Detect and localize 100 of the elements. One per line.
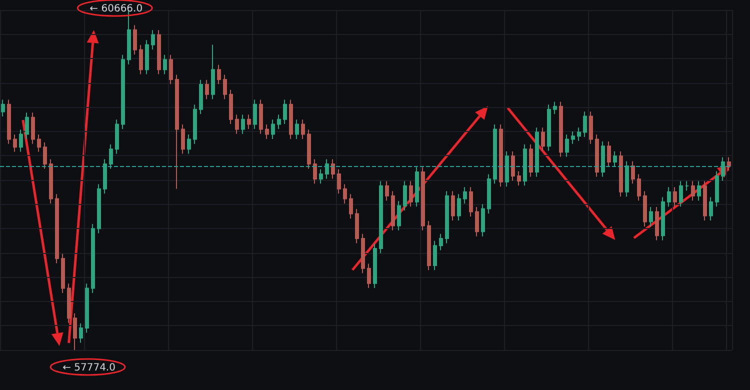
candlestick [115, 119, 119, 154]
candlestick [85, 283, 89, 334]
candlestick [91, 223, 95, 294]
candlestick [691, 180, 695, 202]
candlestick [199, 79, 203, 115]
candlestick [265, 124, 269, 140]
candlestick [73, 312, 77, 350]
candlestick [247, 114, 251, 130]
candlestick [7, 99, 11, 144]
candlestick [637, 174, 641, 202]
candlestick [355, 208, 359, 244]
candlestick [295, 119, 299, 140]
candlestick [331, 158, 335, 180]
candlestick [349, 194, 353, 219]
candlestick [1, 99, 5, 118]
candlestick [319, 168, 323, 184]
candlestick [421, 166, 425, 231]
candlestick [589, 111, 593, 144]
candlestick [229, 89, 233, 125]
candlestick [391, 190, 395, 231]
candlestick [217, 64, 221, 85]
candlestick [457, 194, 461, 221]
candlestick [667, 186, 671, 208]
candlestick [151, 30, 155, 50]
candlestick [679, 180, 683, 208]
candlestick [553, 101, 557, 115]
candlestick [187, 134, 191, 154]
candlestick [613, 150, 617, 168]
candlestick [487, 174, 491, 214]
candlestick [277, 114, 281, 130]
candlestick [67, 283, 71, 324]
candlestick [721, 156, 725, 182]
candlestick [685, 180, 689, 192]
candlestick [559, 101, 563, 158]
candlestick [541, 127, 545, 152]
candlestick [547, 104, 551, 152]
candlestick [445, 190, 449, 244]
candlestick [193, 104, 197, 144]
candlestick [205, 79, 209, 100]
candlestick [673, 186, 677, 208]
candlestick [379, 180, 383, 254]
candlestick [13, 134, 17, 152]
candlestick [133, 24, 137, 55]
candlestick [289, 99, 293, 140]
candlestick [283, 99, 287, 125]
candlestick [301, 119, 305, 140]
candlestick [55, 194, 59, 264]
candlestick [211, 44, 215, 100]
candlestick [19, 129, 23, 152]
candlestick [517, 170, 521, 186]
candlestick [427, 220, 431, 271]
candlestick [493, 124, 497, 184]
candlestick [715, 170, 719, 208]
candlestick [649, 206, 653, 227]
candlestick [655, 206, 659, 241]
candlestick [451, 190, 455, 221]
candlestick [373, 243, 377, 289]
candlestick [223, 74, 227, 100]
candlestick [337, 168, 341, 194]
candlestick [727, 156, 731, 172]
candlestick [181, 124, 185, 154]
candlestick [157, 30, 161, 75]
candlestick [163, 54, 167, 75]
candlestick [241, 114, 245, 134]
candlestick [109, 144, 113, 170]
candlestick [499, 124, 503, 188]
candlestick [307, 129, 311, 170]
candlestick [61, 253, 65, 294]
candlestick [361, 233, 365, 274]
candlestick [475, 206, 479, 237]
candlestick [139, 44, 143, 75]
candlestick [403, 180, 407, 211]
candlestick [631, 160, 635, 184]
candlestick [313, 158, 317, 184]
candlestick [565, 134, 569, 158]
candlestick [25, 112, 29, 140]
candlestick [469, 186, 473, 217]
candlestick [121, 54, 125, 130]
candlestick [103, 158, 107, 194]
candlestick [169, 54, 173, 85]
candlestick [145, 40, 149, 75]
candlestick [271, 119, 275, 140]
candlestick [703, 180, 707, 221]
candlestick [643, 190, 647, 227]
candlestick [343, 184, 347, 204]
candlestick [37, 134, 41, 152]
candlestick [571, 130, 575, 144]
annotation: ← 60666.0 [90, 4, 143, 14]
candlestick [385, 180, 389, 202]
candlestick [79, 322, 83, 344]
candlestick [535, 127, 539, 178]
candlestick [529, 144, 533, 178]
candlestick [367, 263, 371, 289]
candlestick [595, 134, 599, 178]
candlestick [619, 150, 623, 198]
candlestick [433, 240, 437, 271]
candlestick [253, 99, 257, 130]
text: ← 57774.0 [62, 362, 116, 374]
candlestick [49, 158, 53, 204]
candlestick [415, 166, 419, 208]
